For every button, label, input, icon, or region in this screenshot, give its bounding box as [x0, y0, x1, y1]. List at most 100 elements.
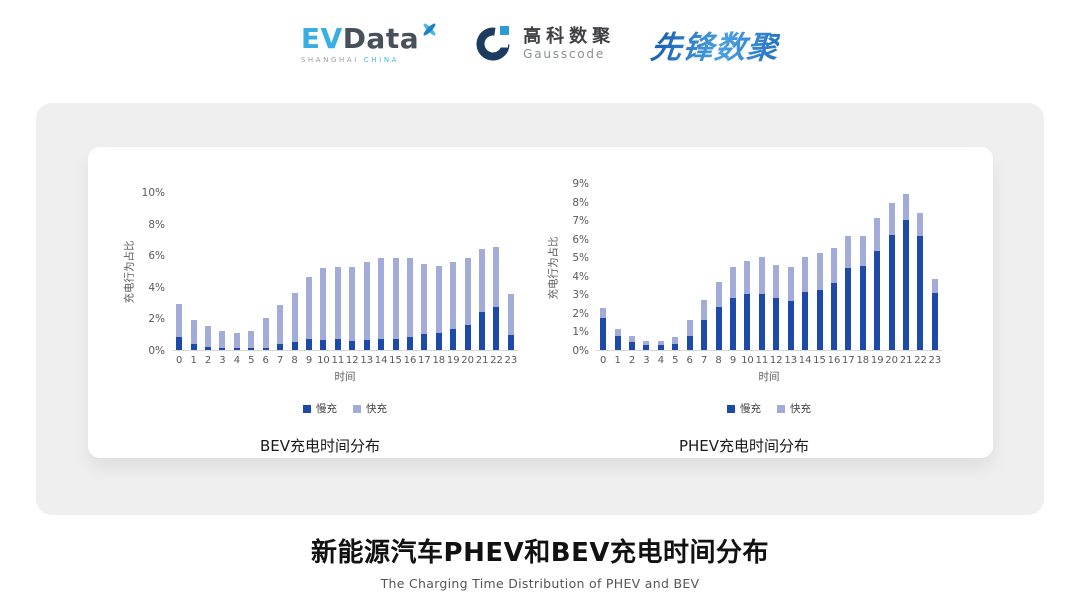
stacked-bar	[672, 184, 679, 350]
bar-segment-slow	[493, 306, 500, 350]
bar-segment-slow	[758, 294, 765, 350]
bar-segment-fast	[816, 252, 823, 290]
bar-segment-fast	[435, 266, 442, 333]
stacked-bar	[600, 184, 607, 350]
stacked-bar	[464, 193, 471, 350]
xianfeng-logo: 先锋数聚	[649, 22, 782, 67]
stacked-bar	[479, 193, 486, 350]
plot-row: 充电行为占比 0% 1% 2% 3% 4% 5% 6% 7% 8% 9%	[546, 178, 942, 357]
bar-cell	[610, 184, 624, 350]
bar-segment-fast	[657, 340, 664, 346]
bar-cell	[417, 193, 431, 350]
y-tick-label: 10%	[141, 187, 165, 199]
stacked-bar	[363, 193, 370, 350]
bar-segment-slow	[730, 298, 736, 350]
stacked-bar	[306, 193, 312, 350]
legend-swatch-fast	[353, 404, 361, 413]
bar-cell	[403, 193, 417, 350]
x-tick-label: 15	[389, 355, 402, 366]
x-tick-label: 13	[784, 355, 798, 366]
bar-segment-fast	[672, 337, 679, 345]
bar-segment-slow	[507, 335, 514, 350]
bar-segment-fast	[744, 260, 751, 295]
gausscode-text: 高科数聚 Gausscode	[523, 27, 615, 61]
legend-label: 慢充	[316, 403, 337, 415]
x-tick-label: 11	[755, 355, 769, 366]
bar-cell	[273, 193, 287, 350]
plot-area	[596, 184, 942, 351]
x-tick-label: 15	[813, 355, 826, 366]
page-title: 新能源汽车PHEV和BEV充电时间分布	[311, 538, 769, 568]
bar-segment-slow	[176, 337, 183, 350]
bar-cell	[683, 184, 697, 350]
y-axis-ticks: 0% 2% 4% 6% 8% 10%	[136, 187, 172, 357]
bar-segment-slow	[629, 341, 636, 350]
stacked-bar	[773, 184, 780, 350]
y-tick-label: 1%	[572, 326, 589, 339]
bar-cell	[870, 184, 884, 350]
bar-segment-slow	[903, 220, 910, 350]
bar-segment-fast	[450, 262, 457, 330]
stacked-bar	[190, 193, 197, 350]
x-tick-label: 23	[928, 355, 942, 366]
legend-label: 快充	[366, 403, 387, 415]
stacked-bar	[629, 184, 636, 350]
bar-segment-fast	[190, 320, 197, 345]
legend-label: 快充	[790, 403, 811, 415]
stacked-bar	[262, 193, 269, 350]
x-tick-label: 9	[729, 355, 737, 366]
footer: 新能源汽车PHEV和BEV充电时间分布 The Charging Time Di…	[0, 532, 1080, 591]
x-tick-label: 1	[614, 355, 621, 366]
stacked-bar	[614, 184, 621, 350]
bar-cell	[331, 193, 345, 350]
stacked-bar	[715, 184, 722, 350]
stacked-bar	[392, 193, 399, 350]
bar-segment-slow	[334, 338, 341, 350]
y-tick-label: 0%	[572, 345, 589, 357]
evdata-wordmark: EV Data	[301, 23, 438, 53]
bar-segment-fast	[686, 320, 693, 337]
x-tick-label: 13	[360, 355, 374, 366]
bar-cell	[697, 184, 711, 350]
bar-segment-fast	[874, 218, 881, 251]
stacked-bar	[917, 184, 924, 350]
y-tick-label: 4%	[572, 270, 589, 283]
x-tick-label: 22	[914, 355, 927, 366]
bar-cell	[856, 184, 870, 350]
g-ring-icon	[474, 23, 514, 67]
bar-cell	[446, 193, 460, 350]
bar-cell	[899, 184, 913, 350]
x-tick-label: 8	[715, 355, 722, 366]
legend-label: 慢充	[740, 403, 761, 415]
x-tick-label: 7	[276, 355, 284, 366]
bar-segment-fast	[903, 194, 910, 221]
stacked-bar	[874, 184, 881, 350]
bar-cell	[928, 184, 942, 350]
bar-segment-fast	[787, 266, 794, 301]
bar-cell	[755, 184, 769, 350]
bar-segment-fast	[392, 258, 399, 339]
x-tick-label: 6	[686, 355, 693, 366]
bar-segment-fast	[262, 318, 269, 348]
stacked-bar	[248, 193, 255, 350]
x-tick-label: 6	[262, 355, 269, 366]
bar-segment-fast	[306, 276, 312, 339]
stacked-bar	[787, 184, 794, 350]
gausscode-en-text: Gausscode	[523, 46, 606, 61]
stacked-bar	[406, 193, 413, 350]
bar-segment-slow	[657, 345, 664, 350]
stacked-bar	[802, 184, 809, 350]
bar-segment-slow	[233, 348, 240, 350]
y-axis-ticks: 0% 1% 2% 3% 4% 5% 6% 7% 8% 9%	[560, 178, 596, 357]
bar-segment-fast	[334, 267, 341, 339]
stacked-bar	[421, 193, 428, 350]
stacked-bar	[320, 193, 327, 350]
bar-cell	[668, 184, 682, 350]
bar-segment-fast	[479, 248, 486, 313]
x-tick-label: 5	[248, 355, 255, 366]
stacked-bar	[657, 184, 664, 350]
bar-segment-slow	[686, 336, 693, 350]
x-tick-label: 10	[741, 355, 754, 366]
x-tick-label: 17	[418, 355, 431, 366]
